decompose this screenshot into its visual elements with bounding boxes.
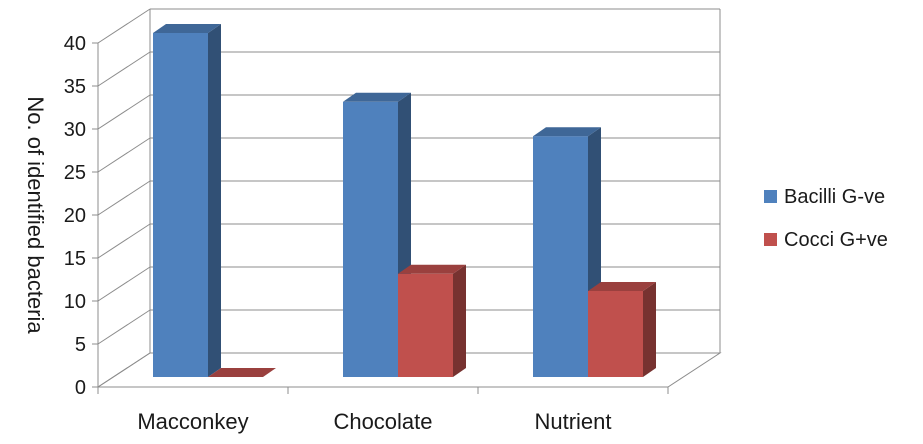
y-tick-label: 10 — [64, 291, 86, 313]
x-tick-label: Nutrient — [534, 409, 611, 434]
legend: Bacilli G-ve Cocci G+ve — [764, 186, 888, 251]
bars — [153, 24, 656, 377]
gridline-side — [98, 267, 150, 301]
bar-cocci-nutrient — [588, 282, 656, 377]
gridline-side — [98, 224, 150, 258]
legend-label: Cocci G+ve — [784, 229, 888, 251]
legend-item: Cocci G+ve — [764, 229, 888, 251]
gridline-side — [98, 310, 150, 344]
bar-cocci-chocolate — [398, 265, 466, 377]
y-tick-label: 25 — [64, 162, 86, 184]
bar-side — [643, 282, 656, 377]
x-tick-label: Macconkey — [137, 409, 248, 434]
y-tick-labels: 0 5 10 15 20 25 30 35 40 — [64, 33, 86, 399]
y-tick-label: 15 — [64, 248, 86, 270]
bar-front — [398, 274, 453, 377]
y-tick-label: 35 — [64, 76, 86, 98]
y-tick-label: 30 — [64, 119, 86, 141]
bar-side — [453, 265, 466, 377]
legend-item: Bacilli G-ve — [764, 186, 885, 208]
gridline-side — [98, 181, 150, 215]
bar-front — [153, 33, 208, 377]
gridline-side — [98, 52, 150, 86]
gridline-side — [98, 95, 150, 129]
gridline-side — [98, 9, 150, 43]
bar-front — [343, 102, 398, 377]
y-axis-label: No. of identified bacteria — [23, 96, 48, 334]
gridline-side — [98, 138, 150, 172]
y-tick-label: 40 — [64, 33, 86, 55]
y-tick-label: 20 — [64, 205, 86, 227]
gridline-side — [98, 353, 150, 387]
legend-swatch — [764, 190, 777, 203]
legend-swatch — [764, 233, 777, 246]
bar-front — [533, 136, 588, 377]
y-tick-label: 5 — [75, 334, 86, 356]
x-tick-label: Chocolate — [333, 409, 432, 434]
bar-front — [588, 291, 643, 377]
y-tick-label: 0 — [75, 377, 86, 399]
legend-label: Bacilli G-ve — [784, 186, 885, 208]
bar-bacilli-macconkey — [153, 24, 221, 377]
bar-side — [208, 24, 221, 377]
x-tick-labels: Macconkey Chocolate Nutrient — [137, 409, 611, 434]
